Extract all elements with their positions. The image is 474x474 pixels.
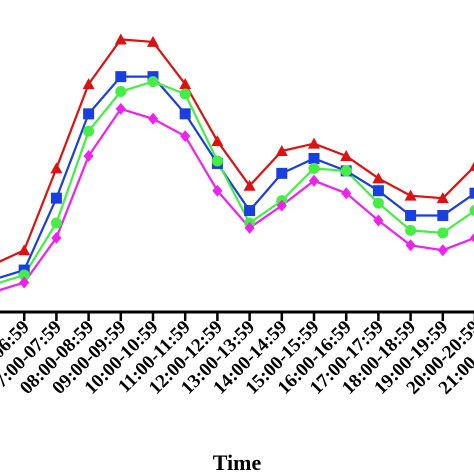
data-point-1-15	[469, 187, 474, 199]
data-point-3-6	[180, 130, 191, 143]
data-point-2-10	[308, 162, 320, 174]
data-point-1-12	[372, 185, 384, 197]
data-point-1-2	[50, 192, 62, 204]
data-point-0-11	[340, 150, 353, 161]
data-point-3-11	[341, 187, 352, 200]
data-point-3-3	[83, 150, 94, 162]
data-point-0-9	[275, 145, 288, 157]
series-line-0	[0, 38, 474, 263]
data-point-0-13	[404, 189, 417, 201]
data-point-0-6	[179, 78, 192, 90]
data-point-3-7	[212, 184, 223, 197]
data-point-3-13	[405, 239, 416, 252]
data-point-2-1	[18, 269, 30, 281]
data-point-2-5	[147, 76, 159, 88]
data-point-1-8	[244, 205, 256, 217]
data-point-2-3	[83, 125, 95, 137]
data-point-0-8	[243, 179, 256, 191]
data-point-3-2	[51, 231, 62, 244]
x-axis-ticks	[22, 312, 474, 321]
series-line-2	[0, 80, 474, 284]
series-markers	[18, 33, 474, 289]
data-point-2-13	[405, 224, 417, 236]
data-point-1-6	[179, 108, 191, 120]
data-point-3-10	[309, 174, 319, 187]
data-point-0-1	[18, 244, 31, 256]
data-point-2-11	[340, 165, 352, 177]
x-axis-tick-labels: 05:00-05:5906:00-06:5907:00-07:5908:00-0…	[0, 317, 474, 399]
data-point-3-1	[19, 276, 30, 289]
series-lines	[0, 38, 474, 292]
data-point-0-2	[50, 162, 63, 174]
data-point-0-7	[211, 135, 224, 147]
data-point-1-9	[276, 167, 288, 179]
data-point-2-7	[211, 155, 223, 167]
data-point-0-5	[147, 35, 159, 47]
data-point-2-2	[50, 217, 62, 229]
data-point-1-13	[405, 210, 417, 222]
data-point-2-14	[437, 227, 449, 239]
data-point-3-14	[437, 244, 448, 257]
data-point-0-15	[469, 161, 474, 171]
data-point-2-6	[179, 88, 191, 100]
x-axis-title: Time	[213, 450, 262, 474]
data-point-3-9	[276, 199, 287, 212]
data-point-0-4	[114, 33, 127, 45]
data-point-1-3	[83, 108, 95, 120]
data-point-1-10	[308, 152, 320, 164]
data-point-3-15	[470, 233, 474, 243]
data-point-1-14	[437, 210, 449, 222]
data-point-3-4	[115, 102, 126, 115]
data-point-2-15	[469, 205, 474, 216]
data-point-2-4	[115, 86, 127, 98]
data-point-1-4	[115, 71, 127, 83]
data-point-3-8	[244, 221, 255, 234]
data-point-0-12	[372, 172, 385, 184]
data-point-0-14	[436, 192, 449, 204]
data-point-0-10	[308, 137, 320, 149]
data-point-3-5	[148, 112, 158, 125]
data-point-2-12	[372, 197, 384, 209]
data-point-3-12	[373, 214, 384, 227]
data-point-0-3	[82, 78, 95, 90]
